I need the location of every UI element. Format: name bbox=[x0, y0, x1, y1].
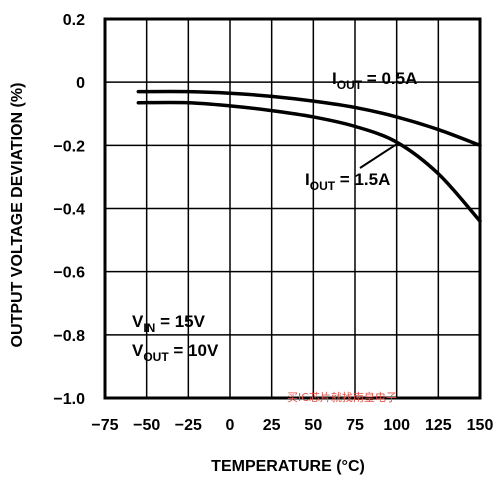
y-tick-label: −0.4 bbox=[53, 202, 85, 219]
x-tick-label: 75 bbox=[346, 417, 364, 434]
vin-label: VIN = 15V bbox=[132, 312, 206, 335]
x-tick-label: 0 bbox=[226, 417, 235, 434]
x-tick-label: −50 bbox=[133, 417, 160, 434]
y-tick-label: −0.6 bbox=[53, 265, 85, 282]
y-tick-label: 0 bbox=[76, 75, 85, 92]
y-tick-label: −0.8 bbox=[53, 328, 85, 345]
series-label-0: IOUT = 0.5A bbox=[332, 69, 417, 92]
x-tick-label: 150 bbox=[467, 417, 494, 434]
x-tick-labels: −75 −50 −25 0 25 50 75 100 125 150 bbox=[91, 417, 493, 434]
y-tick-labels: 0.2 0 −0.2 −0.4 −0.6 −0.8 −1.0 bbox=[53, 12, 85, 408]
plot-frame bbox=[103, 17, 482, 400]
x-tick-label: 50 bbox=[304, 417, 322, 434]
series-layer bbox=[136, 89, 482, 223]
plot-border bbox=[103, 17, 482, 400]
x-tick-label: 25 bbox=[263, 417, 281, 434]
x-tick-label: −75 bbox=[91, 417, 118, 434]
y-tick-label: −1.0 bbox=[53, 391, 85, 408]
x-axis-title: TEMPERATURE (°C) bbox=[211, 458, 365, 475]
watermark: 买IC芯片就找南皇电子 bbox=[287, 390, 397, 404]
series-label-leader bbox=[359, 143, 398, 169]
x-tick-label: 125 bbox=[425, 417, 452, 434]
series-line-0 bbox=[136, 89, 482, 148]
y-tick-label: −0.2 bbox=[53, 138, 85, 155]
x-tick-label: 100 bbox=[383, 417, 410, 434]
x-tick-label: −25 bbox=[175, 417, 202, 434]
y-tick-label: 0.2 bbox=[63, 12, 85, 29]
y-axis-title: OUTPUT VOLTAGE DEVIATION (%) bbox=[9, 83, 26, 348]
grid bbox=[105, 19, 480, 398]
vout-label: VOUT = 10V bbox=[132, 341, 219, 364]
series-label-1: IOUT = 1.5A bbox=[305, 170, 390, 193]
series-line-1 bbox=[136, 100, 482, 223]
